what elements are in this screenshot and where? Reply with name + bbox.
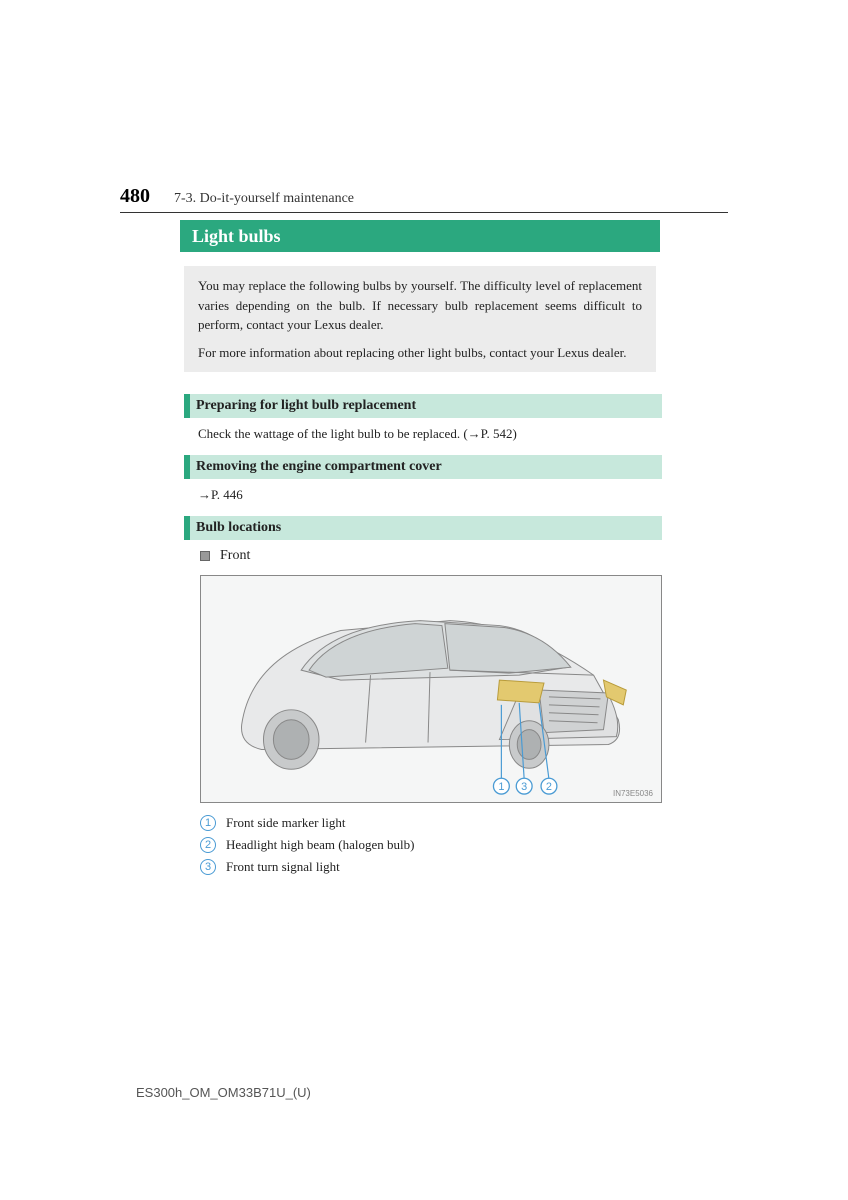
legend-num-icon: 3	[200, 859, 216, 875]
subheading-text: Removing the engine compartment cover	[196, 459, 442, 475]
diagram-code: IN73E5036	[613, 789, 653, 798]
square-bullet-icon	[200, 551, 210, 561]
legend-item: 3 Front turn signal light	[200, 859, 414, 875]
callout-3: 3	[521, 781, 527, 793]
car-diagram: 1 3 2 IN73E5036	[200, 575, 662, 803]
body-text-preparing: Check the wattage of the light bulb to b…	[198, 426, 517, 442]
legend-num-icon: 1	[200, 815, 216, 831]
body-text-removing: →P. 446	[198, 487, 243, 503]
intro-paragraph-1: You may replace the following bulbs by y…	[198, 276, 642, 335]
front-label-text: Front	[220, 548, 250, 564]
callout-2: 2	[546, 781, 552, 793]
section-label: 7-3. Do-it-yourself maintenance	[174, 191, 354, 207]
subheading-text: Preparing for light bulb replacement	[196, 398, 416, 414]
page-header: 480 7-3. Do-it-yourself maintenance	[120, 185, 728, 213]
subheading-removing: Removing the engine compartment cover	[184, 455, 662, 479]
subheading-text: Bulb locations	[196, 520, 281, 536]
legend-item: 1 Front side marker light	[200, 815, 414, 831]
intro-paragraph-2: For more information about replacing oth…	[198, 343, 642, 363]
front-label: Front	[200, 548, 250, 564]
page-title: Light bulbs	[192, 226, 281, 247]
legend-text: Front turn signal light	[226, 859, 340, 875]
callout-1: 1	[498, 781, 504, 793]
car-illustration: 1 3 2	[201, 576, 661, 802]
footer-code: ES300h_OM_OM33B71U_(U)	[136, 1085, 311, 1100]
legend-item: 2 Headlight high beam (halogen bulb)	[200, 837, 414, 853]
legend: 1 Front side marker light 2 Headlight hi…	[200, 815, 414, 881]
subheading-bulb-locations: Bulb locations	[184, 516, 662, 540]
intro-box: You may replace the following bulbs by y…	[184, 266, 656, 372]
legend-num-icon: 2	[200, 837, 216, 853]
title-bar: Light bulbs	[180, 220, 660, 252]
subheading-preparing: Preparing for light bulb replacement	[184, 394, 662, 418]
page-number: 480	[120, 185, 150, 208]
legend-text: Front side marker light	[226, 815, 346, 831]
legend-text: Headlight high beam (halogen bulb)	[226, 837, 414, 853]
